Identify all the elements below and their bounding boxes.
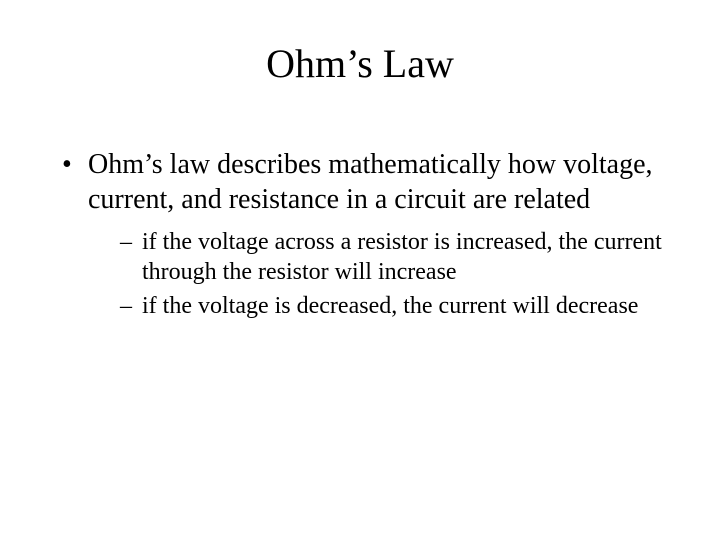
sub-bullet-item: if the voltage across a resistor is incr… [124,227,680,287]
bullet-text: Ohm’s law describes mathematically how v… [88,149,653,215]
sub-bullet-list: if the voltage across a resistor is incr… [88,227,680,321]
slide-title: Ohm’s Law [40,40,680,87]
sub-bullet-text: if the voltage is decreased, the current… [142,293,638,319]
bullet-item: Ohm’s law describes mathematically how v… [68,147,680,321]
bullet-list: Ohm’s law describes mathematically how v… [40,147,680,321]
sub-bullet-item: if the voltage is decreased, the current… [124,291,680,321]
sub-bullet-text: if the voltage across a resistor is incr… [142,229,662,285]
slide: Ohm’s Law Ohm’s law describes mathematic… [0,0,720,540]
